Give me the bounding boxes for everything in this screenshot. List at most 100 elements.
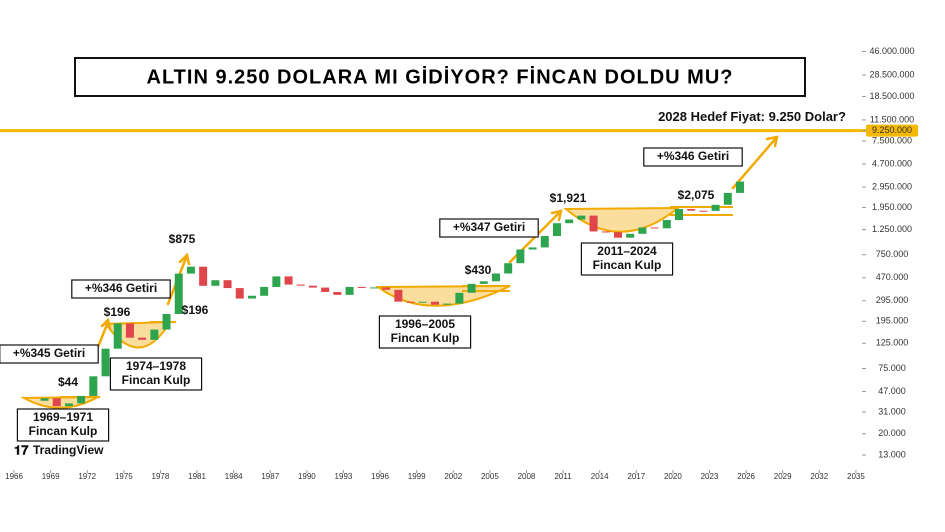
candle xyxy=(101,348,110,377)
annotation: $875 xyxy=(169,232,196,246)
annotation-box xyxy=(16,408,110,442)
x-tick-label: 2029 xyxy=(774,472,792,481)
candle xyxy=(308,285,317,288)
y-tick-label: 470.000 xyxy=(876,272,909,282)
y-tick-label: 4.700.000 xyxy=(872,158,912,168)
y-tick-label: 11.500.000 xyxy=(870,114,914,124)
x-tick-label: 1984 xyxy=(225,472,243,481)
candle xyxy=(186,266,195,274)
y-tick-label: 125.000 xyxy=(876,338,909,348)
title-box xyxy=(74,57,806,97)
candle xyxy=(418,301,427,303)
candle xyxy=(345,286,354,295)
y-tick-label: 295.000 xyxy=(876,295,909,305)
candle xyxy=(223,280,232,289)
candle xyxy=(430,301,439,305)
chart-title: ALTIN 9.250 DOLARA MI GİDİYOR? FİNCAN DO… xyxy=(147,65,734,88)
candle xyxy=(552,223,561,237)
x-tick-label: 1966 xyxy=(5,472,23,481)
arrow xyxy=(731,135,779,190)
candle xyxy=(260,286,269,296)
x-tick-label: 1996 xyxy=(371,472,389,481)
x-tick-label: 2035 xyxy=(847,472,865,481)
candle xyxy=(357,286,366,288)
annotation: $196 xyxy=(182,303,209,317)
x-tick-label: 1972 xyxy=(78,472,96,481)
candle xyxy=(333,291,342,295)
candle xyxy=(77,395,86,404)
candle xyxy=(589,215,598,232)
x-tick-label: 1999 xyxy=(408,472,426,481)
x-tick-label: 2005 xyxy=(481,472,499,481)
candle xyxy=(601,231,610,233)
x-tick-label: 1993 xyxy=(335,472,353,481)
candle xyxy=(272,276,281,287)
candle xyxy=(711,204,720,211)
candle xyxy=(138,337,147,340)
annotation-box xyxy=(439,218,539,238)
candle xyxy=(382,287,391,290)
candle xyxy=(296,284,305,286)
y-tick-label: 18.500.000 xyxy=(869,91,914,101)
x-tick-label: 2023 xyxy=(701,472,719,481)
annotation: $44 xyxy=(58,375,78,389)
tick-highlight xyxy=(866,124,918,137)
candle xyxy=(662,219,671,229)
candle xyxy=(394,289,403,302)
candle xyxy=(199,266,208,286)
y-tick-label: 7.500.000 xyxy=(872,135,912,145)
x-tick-label: 2008 xyxy=(518,472,536,481)
cup xyxy=(20,396,99,409)
candle xyxy=(443,303,452,305)
cup xyxy=(563,206,681,233)
candle xyxy=(723,192,732,205)
annotation: Fincan Kulp xyxy=(391,331,460,345)
candle xyxy=(674,208,683,220)
candle xyxy=(211,280,220,286)
x-tick-label: 1978 xyxy=(152,472,170,481)
x-tick-label: 1981 xyxy=(188,472,206,481)
candle xyxy=(638,227,647,234)
x-tick-label: 2032 xyxy=(810,472,828,481)
logo-icon: 𝟏𝟕 xyxy=(14,442,29,457)
candle xyxy=(565,219,574,224)
y-tick-label: 46.000.000 xyxy=(869,46,914,56)
candle xyxy=(89,376,98,396)
candle xyxy=(626,233,635,238)
candle xyxy=(735,181,744,193)
x-tick-label: 2020 xyxy=(664,472,682,481)
candle xyxy=(125,323,134,338)
x-tick-label: 1990 xyxy=(298,472,316,481)
y-tick-label: 750.000 xyxy=(876,249,909,259)
y-tick-label: 20.000 xyxy=(878,428,906,438)
candle xyxy=(40,398,49,401)
annotation: +%346 Getiri xyxy=(657,149,729,163)
annotation: Fincan Kulp xyxy=(593,258,662,272)
x-tick-label: 1975 xyxy=(115,472,133,481)
candle xyxy=(577,215,586,220)
x-tick-label: 2011 xyxy=(554,472,572,481)
candle xyxy=(150,329,159,340)
candle xyxy=(504,263,513,274)
candle xyxy=(235,288,244,299)
annotation: 2011–2024 xyxy=(597,244,657,258)
annotation: 1996–2005 xyxy=(395,317,455,331)
candle xyxy=(479,281,488,284)
annotation: $1,921 xyxy=(550,191,587,205)
candle xyxy=(174,273,183,315)
annotation: $2,075 xyxy=(678,188,715,202)
candle xyxy=(247,295,256,299)
annotation: +%347 Getiri xyxy=(453,220,525,234)
annotation: Fincan Kulp xyxy=(122,373,191,387)
annotation: $430 xyxy=(465,263,492,277)
candle xyxy=(699,210,708,212)
candle xyxy=(64,403,73,407)
y-tick-label: 28.500.000 xyxy=(869,69,914,79)
candle xyxy=(369,287,378,289)
candle xyxy=(516,249,525,264)
annotation-box xyxy=(643,147,743,167)
candle xyxy=(162,314,171,330)
target-label: 2028 Hedef Fiyat: 9.250 Dolar? xyxy=(658,109,846,124)
